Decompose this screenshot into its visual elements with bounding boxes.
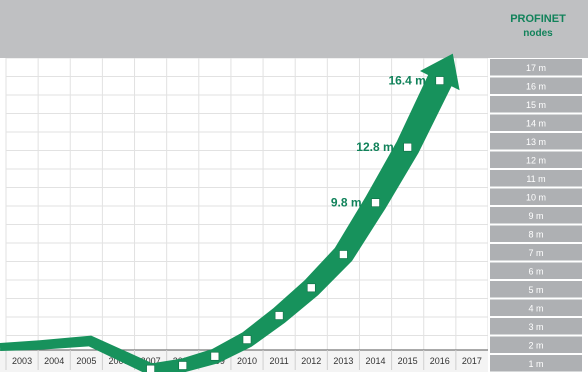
x-tick-label: 2017 <box>462 356 482 366</box>
y-tick-label: 1 m <box>528 359 543 369</box>
y-scale-cell <box>490 355 582 372</box>
x-tick-label: 2013 <box>333 356 353 366</box>
y-scale-cell <box>490 133 582 150</box>
y-tick-label: 5 m <box>528 285 543 295</box>
growth-arrow <box>0 53 460 372</box>
y-tick-label: 12 m <box>526 155 546 165</box>
y-tick-label: 7 m <box>528 248 543 258</box>
y-tick-label: 3 m <box>528 322 543 332</box>
x-tick-label: 2016 <box>430 356 450 366</box>
data-points <box>146 76 445 372</box>
y-scale-cell <box>490 336 582 353</box>
data-point <box>371 198 380 207</box>
y-tick-label: 4 m <box>528 303 543 313</box>
x-tick-label: 2011 <box>269 356 288 366</box>
x-tick-label: 2015 <box>398 356 418 366</box>
y-scale-cell <box>490 244 582 261</box>
x-tick-label: 2014 <box>366 356 386 366</box>
y-scale-cell <box>490 207 582 224</box>
y-scale-cell <box>490 262 582 279</box>
y-scale-cell <box>490 96 582 113</box>
value-annotation: 9.8 m <box>331 196 362 210</box>
x-tick-label: 2007 <box>141 356 161 366</box>
y-tick-label: 6 m <box>528 266 543 276</box>
data-point <box>146 364 155 372</box>
y-tick-label: 8 m <box>528 229 543 239</box>
y-scale-cell <box>490 170 582 187</box>
y-tick-label: 16 m <box>526 81 546 91</box>
y-tick-label: 13 m <box>526 137 546 147</box>
y-scale-cell <box>490 114 582 131</box>
y-scale-cell <box>490 225 582 242</box>
grid-lines <box>5 57 489 355</box>
x-tick-label: 2010 <box>237 356 257 366</box>
y-scale-cell <box>490 318 582 335</box>
y-scale-cell <box>490 151 582 168</box>
x-tick-label: 2003 <box>12 356 32 366</box>
data-point <box>435 76 445 85</box>
y-tick-label: 17 m <box>526 63 546 73</box>
top-band <box>0 0 588 58</box>
y-scale-column: 17 m 16 m 15 m 14 m 13 m 12 m 11 m 10 m 9 m 8 m 7 … <box>488 58 584 372</box>
y-tick-label: 15 m <box>526 100 546 110</box>
x-tick-label: 2004 <box>44 356 64 366</box>
data-point <box>178 361 188 370</box>
data-point <box>403 142 412 152</box>
data-point <box>242 335 252 344</box>
y-tick-label: 11 m <box>526 174 545 184</box>
y-tick-label: 10 m <box>526 192 546 202</box>
y-scale-cell <box>490 281 582 298</box>
data-point <box>210 351 220 361</box>
x-tick-label: 2012 <box>301 356 321 366</box>
y-scale-cell <box>490 59 582 76</box>
data-point <box>306 283 316 293</box>
x-axis: 2003200420052006200720082009201020112012… <box>0 349 489 372</box>
y-scale-cell <box>490 299 582 316</box>
y-tick-label: 9 m <box>528 211 543 221</box>
y-tick-label: 2 m <box>528 340 543 350</box>
data-point <box>274 311 284 320</box>
x-tick-label: 2005 <box>76 356 96 366</box>
y-scale-cell <box>490 188 582 205</box>
value-annotations: 9.8 m 12.8 m 16.4 m <box>331 74 426 210</box>
value-annotation: 12.8 m <box>356 140 393 154</box>
y-tick-label: 14 m <box>526 118 546 128</box>
x-tick-label: 2006 <box>108 356 128 366</box>
data-point <box>339 250 348 259</box>
value-annotation: 16.4 m <box>388 74 425 88</box>
y-scale-cell <box>490 77 582 94</box>
chart-title: PROFINET <box>510 13 566 25</box>
chart-title-second-line: nodes <box>523 28 553 39</box>
